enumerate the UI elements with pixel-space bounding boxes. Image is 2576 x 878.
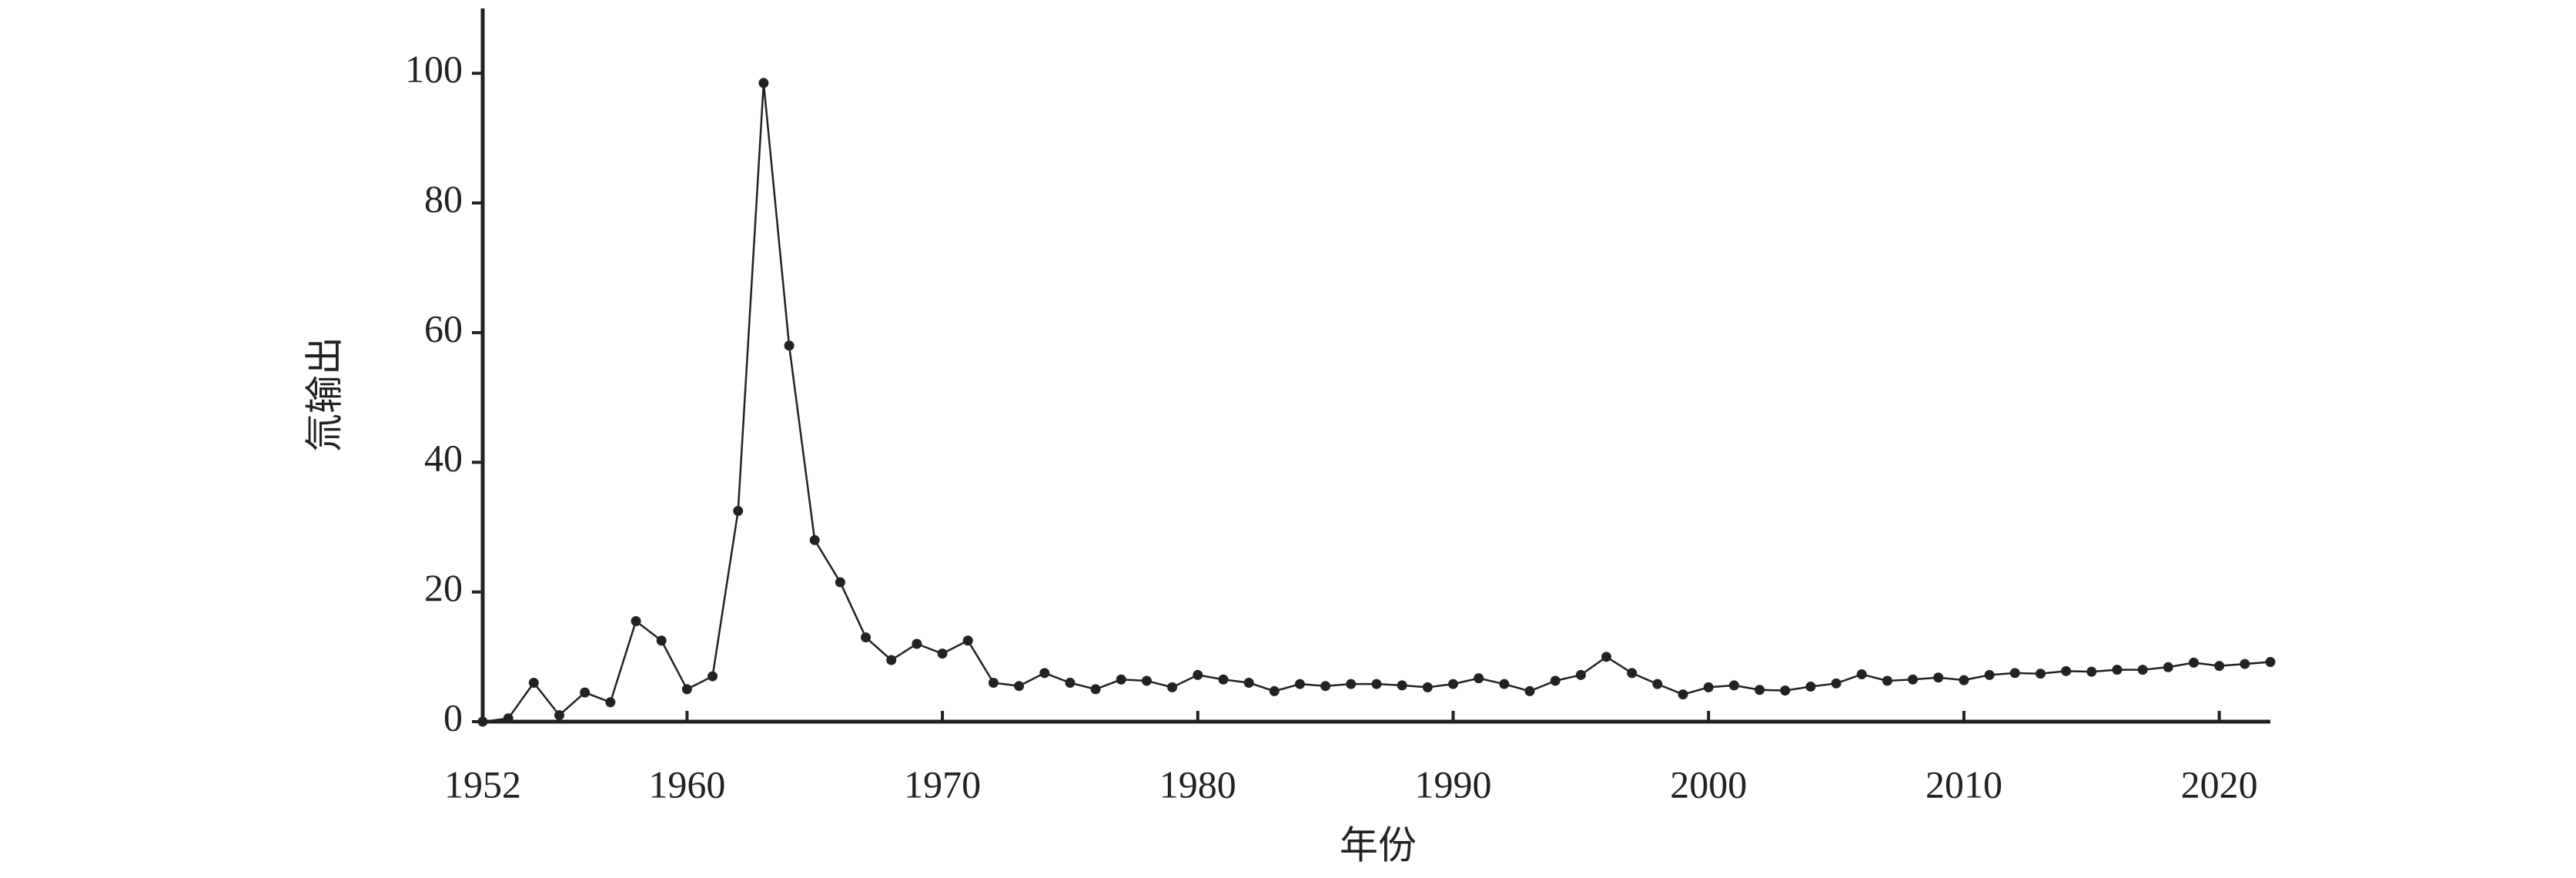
data-point xyxy=(1831,678,1842,689)
data-point xyxy=(1728,680,1739,691)
y-tick-label: 100 xyxy=(405,48,463,91)
data-point xyxy=(988,677,999,688)
data-point xyxy=(2188,657,2199,668)
data-point xyxy=(809,535,820,545)
data-point xyxy=(861,632,871,643)
data-point xyxy=(886,655,897,665)
data-point xyxy=(528,677,539,688)
data-point xyxy=(1039,668,1050,679)
data-point xyxy=(2214,661,2225,672)
y-tick-label: 20 xyxy=(424,566,463,609)
data-point xyxy=(1984,669,1995,680)
data-point xyxy=(1908,674,1919,685)
data-point xyxy=(1474,673,1484,684)
data-point xyxy=(1243,677,1254,688)
data-point xyxy=(1014,681,1025,692)
data-point xyxy=(1193,669,1203,680)
y-axis-label: 氚输出 xyxy=(303,337,346,452)
x-tick-label: 2010 xyxy=(1925,762,2002,806)
data-point xyxy=(1627,668,1638,679)
data-point xyxy=(477,716,488,727)
data-point xyxy=(1320,681,1331,692)
data-point xyxy=(554,710,565,721)
x-axis-label: 年份 xyxy=(1340,823,1417,866)
data-point xyxy=(1167,682,1178,692)
data-point xyxy=(1448,679,1459,689)
data-point xyxy=(1805,682,1816,692)
data-point xyxy=(1090,684,1101,695)
data-point xyxy=(1371,679,1382,689)
data-point xyxy=(1703,682,1714,692)
data-point xyxy=(631,616,641,627)
y-tick-label: 60 xyxy=(424,307,463,350)
x-tick-label: 2000 xyxy=(1670,762,1747,806)
x-tick-label: 1980 xyxy=(1159,762,1236,806)
x-tick-label: 2020 xyxy=(2181,762,2258,806)
data-point xyxy=(1218,674,1229,685)
data-point xyxy=(656,635,667,646)
data-point xyxy=(1294,679,1305,689)
data-point xyxy=(605,697,616,708)
data-line xyxy=(482,82,2271,723)
data-point xyxy=(912,638,922,649)
data-point xyxy=(1141,675,1152,686)
data-point xyxy=(1346,679,1357,689)
data-point xyxy=(1397,680,1407,691)
y-tick-label: 80 xyxy=(424,177,463,220)
data-point xyxy=(1499,679,1510,689)
data-point xyxy=(2061,665,2072,676)
data-point xyxy=(1550,675,1561,686)
data-point xyxy=(1575,669,1586,680)
y-tick-label: 40 xyxy=(424,437,463,480)
data-point xyxy=(2163,662,2173,672)
data-point xyxy=(1269,685,1280,696)
data-point xyxy=(2265,657,2276,668)
data-point xyxy=(1933,672,1944,683)
data-point xyxy=(2035,669,2046,679)
data-point xyxy=(1678,689,1688,700)
data-point xyxy=(1601,652,1612,662)
data-point xyxy=(1856,669,1867,680)
data-point xyxy=(2240,658,2250,669)
data-point xyxy=(1065,677,1076,688)
data-point xyxy=(2086,666,2097,677)
data-point xyxy=(1780,685,1791,696)
data-point xyxy=(733,505,744,516)
data-point xyxy=(1652,679,1663,689)
data-point xyxy=(2112,665,2123,675)
data-point xyxy=(758,78,769,89)
data-point xyxy=(937,648,948,659)
x-tick-label: 1960 xyxy=(648,762,725,806)
data-point xyxy=(580,687,590,698)
data-point xyxy=(1959,675,1969,685)
data-point xyxy=(962,635,973,646)
data-point xyxy=(2009,668,2020,679)
data-point xyxy=(784,340,795,351)
x-tick-label: 1990 xyxy=(1415,762,1492,806)
x-tick-label: 1952 xyxy=(444,762,521,806)
data-point xyxy=(681,684,692,695)
data-point xyxy=(1422,682,1433,692)
data-point xyxy=(1116,674,1126,685)
data-point xyxy=(1755,685,1765,695)
x-tick-label: 1970 xyxy=(904,762,981,806)
y-tick-label: 0 xyxy=(443,695,463,739)
data-point xyxy=(708,671,718,682)
data-point xyxy=(1524,685,1535,696)
data-point xyxy=(835,577,845,588)
data-point xyxy=(1882,675,1892,686)
data-point xyxy=(2137,665,2148,675)
data-point xyxy=(503,713,514,724)
